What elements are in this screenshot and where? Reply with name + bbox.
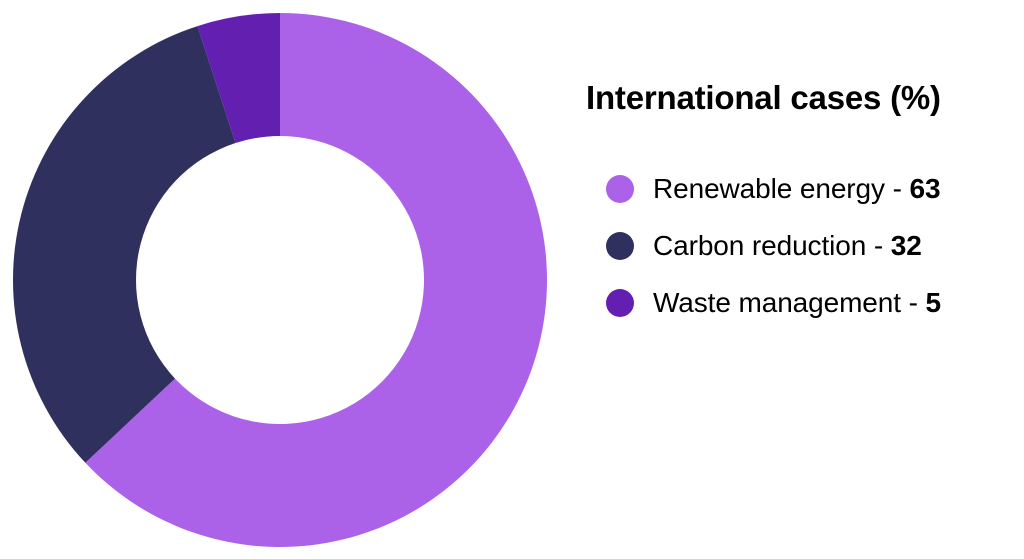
legend-item-text: Renewable energy - 63	[653, 172, 941, 205]
circle-swatch-icon	[606, 288, 634, 317]
legend-item-label: Renewable energy	[653, 172, 885, 204]
legend-item-value: 5	[925, 286, 942, 318]
donut-slice[interactable]	[85, 13, 547, 547]
donut-slice[interactable]	[197, 13, 280, 144]
donut-chart-svg	[12, 13, 547, 547]
legend-item-value: 32	[890, 229, 922, 261]
legend-item-text: Waste management - 5	[653, 287, 941, 319]
legend-item-separator: -	[884, 172, 910, 204]
legend-item[interactable]: Waste management - 5	[586, 274, 1024, 331]
legend-item-list: Renewable energy - 63 Carbon reduction - …	[586, 160, 1024, 331]
circle-swatch-icon	[606, 174, 634, 203]
legend-item-value: 63	[909, 172, 941, 204]
chart-title: International cases (%)	[586, 79, 941, 116]
circle-swatch-icon	[606, 231, 634, 260]
chart-legend: International cases (%) Renewable energy…	[586, 0, 1024, 559]
legend-item-label: Carbon reduction	[653, 229, 867, 261]
donut-chart-plot-area	[12, 13, 547, 547]
legend-item[interactable]: Renewable energy - 63	[586, 160, 1024, 217]
legend-item-separator: -	[900, 286, 926, 318]
donut-slice-group	[12, 13, 547, 547]
donut-slice[interactable]	[12, 26, 236, 463]
legend-item-text: Carbon reduction - 32	[653, 230, 922, 262]
legend-item[interactable]: Carbon reduction - 32	[586, 217, 1024, 274]
legend-item-separator: -	[866, 229, 891, 261]
legend-item-label: Waste management	[653, 286, 901, 318]
